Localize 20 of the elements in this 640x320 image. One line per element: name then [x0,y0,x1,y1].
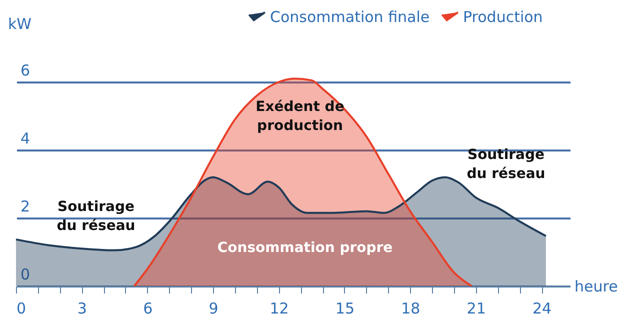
legend-label: Consommation finale [270,8,430,26]
x-tick-label: 12 [270,300,289,318]
x-tick-label: 24 [532,300,552,318]
x-tick-label: 6 [143,300,153,318]
annotation: Soutirage du réseau [56,199,136,234]
x-axis-title: heure [574,278,618,296]
x-tick-label: 21 [466,300,486,318]
y-axis-title: kW [8,15,32,33]
annotation: Soutirage du réseau [466,147,546,182]
x-tick-label: 9 [208,300,218,318]
x-tick-label: 3 [77,300,87,318]
annotation: Exédent de production [256,99,344,134]
x-tick-label: 18 [401,300,420,318]
y-tick-label: 0 [20,266,30,284]
annotation: Consommation propre [217,240,393,256]
y-tick-label: 2 [20,198,30,216]
y-tick-label: 6 [20,62,30,80]
y-tick-label: 4 [20,130,30,148]
x-tick-label: 15 [335,300,355,318]
legend-label: Production [463,8,543,26]
